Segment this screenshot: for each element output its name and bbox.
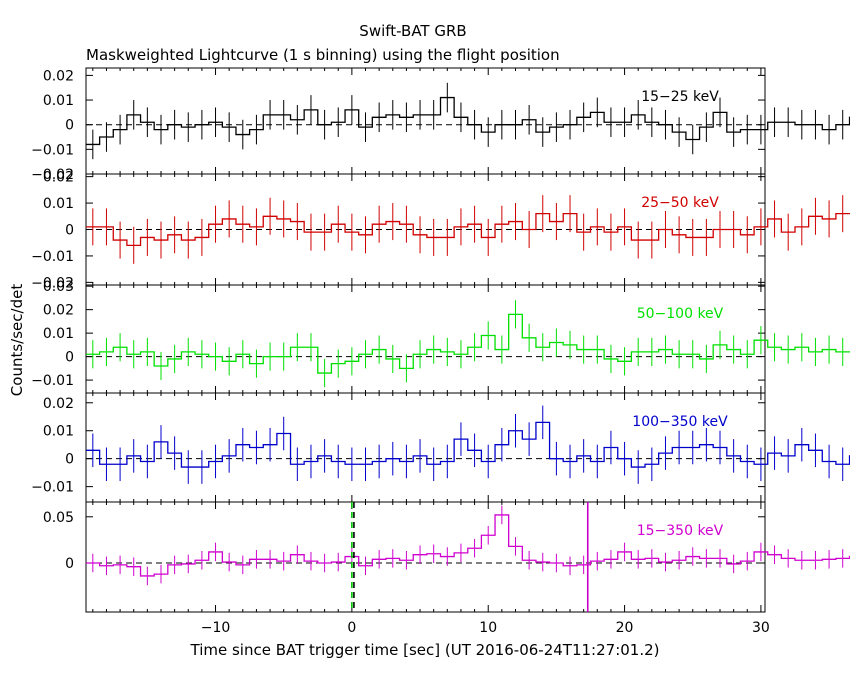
energy-band-label: 25−50 keV <box>641 195 719 211</box>
panel-1: −0.02 −0.01 0 0.01 0.02 15−25 keV <box>31 67 850 183</box>
x-axis-label: Time since BAT trigger time [sec] (UT 20… <box>190 641 660 659</box>
y-tick-label: 0.02 <box>43 303 74 319</box>
x-tick-label: 20 <box>616 620 634 636</box>
y-axis-label: Counts/sec/det <box>8 284 26 397</box>
y-tick-label: 0 <box>65 223 74 239</box>
y-tick-label: −0.01 <box>31 480 74 496</box>
x-tick-label: −10 <box>201 620 231 636</box>
y-tick-label: −0.01 <box>31 142 74 158</box>
y-tick-label: −0.01 <box>31 249 74 265</box>
y-tick-label: 0.02 <box>43 170 74 186</box>
energy-band-label: 15−350 keV <box>637 523 724 539</box>
y-tick-label: 0.01 <box>43 93 74 109</box>
y-tick-label: 0.01 <box>43 196 74 212</box>
y-tick-label: −0.02 <box>31 275 74 291</box>
y-tick-label: 0.01 <box>43 326 74 342</box>
energy-band-label: 15−25 keV <box>641 89 719 105</box>
lightcurve-series <box>86 96 850 146</box>
energy-band-label: 100−350 keV <box>632 414 728 430</box>
chart-title: Swift-BAT GRB <box>359 22 466 40</box>
panel-4: −0.01 0 0.01 0.02 100−350 keV <box>31 392 850 503</box>
x-tick-label: 30 <box>752 620 770 636</box>
y-tick-label: −0.01 <box>31 373 74 389</box>
y-tick-label: 0 <box>65 350 74 366</box>
panel-2: −0.02 −0.01 0 0.01 0.02 25−50 keV <box>31 170 850 291</box>
y-tick-label: −0.02 <box>31 167 74 183</box>
lightcurve-series <box>86 212 850 247</box>
y-tick-label: 0 <box>65 452 74 468</box>
panel-3: −0.01 0 0.01 0.02 0.03 50−100 keV <box>31 279 850 394</box>
energy-band-label: 50−100 keV <box>637 306 724 322</box>
chart-subtitle: Maskweighted Lightcurve (1 s binning) us… <box>86 46 560 64</box>
y-tick-label: 0.02 <box>43 68 74 84</box>
x-tick-label: 0 <box>347 620 356 636</box>
x-tick-label: 10 <box>479 620 497 636</box>
y-tick-label: 0 <box>65 118 74 134</box>
y-tick-label: 0.03 <box>43 279 74 295</box>
panel-5: 0 0.05 15−350 keV <box>43 501 850 613</box>
lightcurve-series <box>86 313 850 374</box>
lightcurve-series <box>86 421 850 468</box>
y-tick-label: 0 <box>65 556 74 572</box>
y-tick-label: 0.02 <box>43 396 74 412</box>
panel-frame <box>85 392 766 503</box>
y-tick-label: 0.01 <box>43 424 74 440</box>
y-tick-label: 0.05 <box>43 510 74 526</box>
lightcurve-series <box>86 514 850 577</box>
panel-frame <box>85 501 766 613</box>
